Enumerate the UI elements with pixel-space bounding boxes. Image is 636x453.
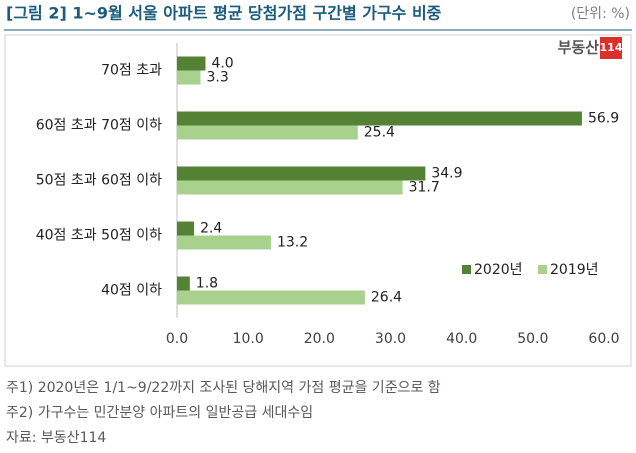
bar <box>177 235 271 250</box>
bar <box>177 290 365 305</box>
chart-title: [그림 2] 1~9월 서울 아파트 평균 당첨가점 구간별 가구수 비중 <box>6 4 442 23</box>
bar <box>177 276 190 291</box>
x-tick-label: 50.0 <box>517 331 548 347</box>
legend-swatch <box>538 265 547 274</box>
legend-swatch <box>462 265 471 274</box>
bar <box>177 180 403 195</box>
y-tick-label: 50점 초과 60점 이하 <box>36 173 162 189</box>
x-tick-label: 40.0 <box>446 331 477 347</box>
value-label: 56.9 <box>588 111 619 127</box>
value-label: 13.2 <box>277 235 308 251</box>
value-label: 34.9 <box>431 166 462 182</box>
y-tick-label: 40점 이하 <box>101 283 162 299</box>
footnote: 자료: 부동산114 <box>6 430 106 446</box>
unit-note: (단위: %) <box>571 6 630 22</box>
logo-text: 부동산 <box>558 39 600 57</box>
bar <box>177 70 201 85</box>
y-tick-label: 40점 초과 50점 이하 <box>36 228 162 244</box>
legend-label: 2019년 <box>550 262 599 278</box>
bar <box>177 56 206 71</box>
value-label: 31.7 <box>409 180 440 196</box>
footnote: 주1) 2020년은 1/1~9/22까지 조사된 당해지역 가점 평균을 기준… <box>6 380 441 396</box>
x-tick-label: 30.0 <box>375 331 406 347</box>
bar <box>177 111 582 126</box>
y-tick-label: 60점 초과 70점 이하 <box>36 118 162 134</box>
value-label: 3.3 <box>206 70 228 86</box>
value-label: 1.8 <box>196 276 218 292</box>
logo-number: 114 <box>600 41 623 54</box>
bar <box>177 125 358 140</box>
x-tick-label: 0.0 <box>166 331 188 347</box>
y-tick-label: 70점 초과 <box>101 63 162 79</box>
value-label: 26.4 <box>371 290 402 306</box>
legend-label: 2020년 <box>474 262 523 278</box>
x-tick-label: 60.0 <box>588 331 619 347</box>
value-label: 4.0 <box>211 56 233 72</box>
value-label: 25.4 <box>364 125 395 141</box>
x-tick-label: 20.0 <box>304 331 335 347</box>
footnote: 주2) 가구수는 민간분양 아파트의 일반공급 세대수임 <box>6 405 313 421</box>
x-tick-label: 10.0 <box>233 331 264 347</box>
value-label: 2.4 <box>200 221 222 237</box>
logo-box <box>600 37 622 59</box>
bar <box>177 221 195 236</box>
bar <box>177 166 426 181</box>
chart-frame <box>4 34 632 367</box>
